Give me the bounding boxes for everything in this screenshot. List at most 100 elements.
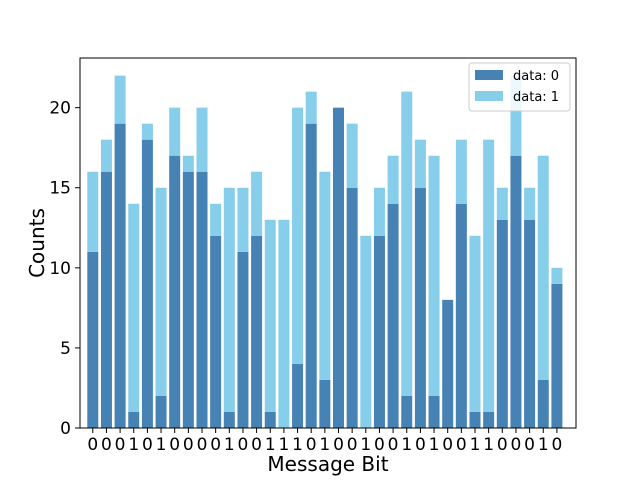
x-tick-label: 0 — [497, 435, 508, 455]
bar-series-1-category-29 — [483, 139, 495, 412]
bar-series-0-category-32 — [524, 219, 536, 428]
bar-series-1-category-14 — [278, 219, 290, 428]
x-tick-label: 0 — [251, 435, 262, 455]
bar-series-1-category-1 — [100, 139, 112, 172]
x-tick-label: 1 — [483, 435, 494, 455]
bar-series-1-category-22 — [387, 155, 399, 204]
bar-series-0-category-34 — [551, 283, 563, 428]
x-tick-label: 0 — [210, 435, 221, 455]
x-axis-label: Message Bit — [267, 452, 388, 476]
x-tick-label: 0 — [347, 435, 358, 455]
bar-series-0-category-31 — [510, 155, 522, 428]
bar-series-0-category-21 — [373, 235, 385, 428]
x-tick-label: 1 — [538, 435, 549, 455]
y-axis-ticks: 0 5 10 15 20 — [49, 99, 80, 439]
bar-series-0-category-29 — [483, 411, 495, 428]
bar-series-1-category-20 — [360, 235, 372, 428]
bar-series-0-category-16 — [305, 123, 317, 429]
bar-series-1-category-33 — [537, 155, 549, 380]
bar-series-0-category-26 — [442, 299, 454, 428]
y-tick-label: 0 — [60, 419, 71, 439]
bar-series-0-category-23 — [401, 395, 413, 428]
x-tick-label: 1 — [401, 435, 412, 455]
x-tick-label: 0 — [524, 435, 535, 455]
x-tick-label: 0 — [87, 435, 98, 455]
x-tick-label: 0 — [101, 435, 112, 455]
x-tick-label: 0 — [142, 435, 153, 455]
bar-series-0-category-4 — [141, 139, 153, 428]
bar-series-1-category-4 — [141, 123, 153, 140]
bar-series-1-category-17 — [319, 171, 331, 380]
bar-series-0-category-18 — [333, 107, 344, 429]
bar-series-0-category-13 — [264, 411, 276, 428]
y-tick-label: 20 — [49, 99, 71, 119]
x-tick-label: 1 — [224, 435, 235, 455]
bar-series-1-category-31 — [510, 75, 522, 156]
bar-series-1-category-15 — [292, 107, 304, 364]
bar-series-0-category-11 — [237, 251, 249, 428]
bar-series-1-category-13 — [264, 219, 276, 412]
bar-series-0-category-6 — [169, 155, 181, 428]
bar-series-1-category-12 — [251, 171, 263, 236]
bar-series-1-category-32 — [524, 187, 536, 220]
x-tick-label: 0 — [197, 435, 208, 455]
bar-series-1-category-30 — [496, 187, 508, 220]
y-axis-label: Counts — [25, 208, 49, 278]
x-tick-label: 1 — [265, 435, 276, 455]
x-tick-label: 1 — [429, 435, 440, 455]
x-tick-label: 1 — [319, 435, 330, 455]
bar-series-0-category-15 — [292, 363, 304, 428]
bar-series-0-category-10 — [223, 411, 235, 428]
legend-label-data-1: data: 1 — [513, 90, 559, 105]
x-tick-label: 0 — [238, 435, 249, 455]
bar-series-0-category-25 — [428, 395, 440, 428]
legend-swatch-data-1 — [475, 91, 503, 101]
bar-series-1-category-16 — [305, 91, 317, 124]
bar-series-1-category-19 — [346, 123, 358, 188]
legend: data: 0 data: 1 — [468, 62, 571, 112]
bar-series-0-category-0 — [87, 251, 99, 428]
bar-series-1-category-3 — [128, 203, 140, 412]
bar-series-0-category-30 — [496, 219, 508, 428]
x-tick-label: 1 — [278, 435, 289, 455]
bar-series-0-category-28 — [469, 411, 481, 428]
legend-label-data-0: data: 0 — [513, 69, 559, 84]
x-tick-label: 0 — [115, 435, 126, 455]
x-tick-label: 0 — [511, 435, 522, 455]
bar-series-1-category-9 — [210, 203, 222, 236]
bar-series-1-category-5 — [155, 187, 167, 396]
bar-series-0-category-9 — [210, 235, 222, 428]
bar-series-0-category-2 — [114, 123, 126, 429]
x-tick-label: 0 — [442, 435, 453, 455]
bar-series-1-category-21 — [373, 187, 385, 236]
bar-series-0-category-24 — [414, 187, 426, 428]
bar-series-0-category-5 — [155, 395, 167, 428]
x-tick-label: 1 — [470, 435, 481, 455]
x-tick-label: 0 — [551, 435, 562, 455]
bar-series-0-category-8 — [196, 171, 208, 428]
bar-series-1-category-11 — [237, 187, 249, 252]
bar-series-1-category-2 — [114, 75, 126, 124]
bar-series-0-category-12 — [251, 235, 263, 428]
bar-series-1-category-25 — [428, 155, 440, 396]
bars-group — [87, 75, 563, 429]
bar-series-0-category-22 — [387, 203, 399, 428]
bar-series-1-category-23 — [401, 91, 413, 396]
plot-frame — [79, 57, 577, 429]
x-tick-label: 1 — [128, 435, 139, 455]
x-tick-label: 0 — [183, 435, 194, 455]
bar-series-1-category-10 — [223, 187, 235, 412]
y-tick-label: 15 — [49, 179, 71, 199]
x-tick-label: 1 — [360, 435, 371, 455]
bar-series-0-category-1 — [100, 171, 112, 428]
x-tick-label: 1 — [292, 435, 303, 455]
bar-series-1-category-28 — [469, 235, 481, 412]
x-tick-label: 0 — [169, 435, 180, 455]
y-tick-label: 5 — [60, 339, 71, 359]
bar-series-1-category-24 — [414, 139, 426, 188]
x-tick-label: 1 — [156, 435, 167, 455]
bar-series-0-category-27 — [455, 203, 467, 428]
bar-series-1-category-27 — [455, 139, 467, 204]
bar-series-0-category-33 — [537, 379, 549, 428]
